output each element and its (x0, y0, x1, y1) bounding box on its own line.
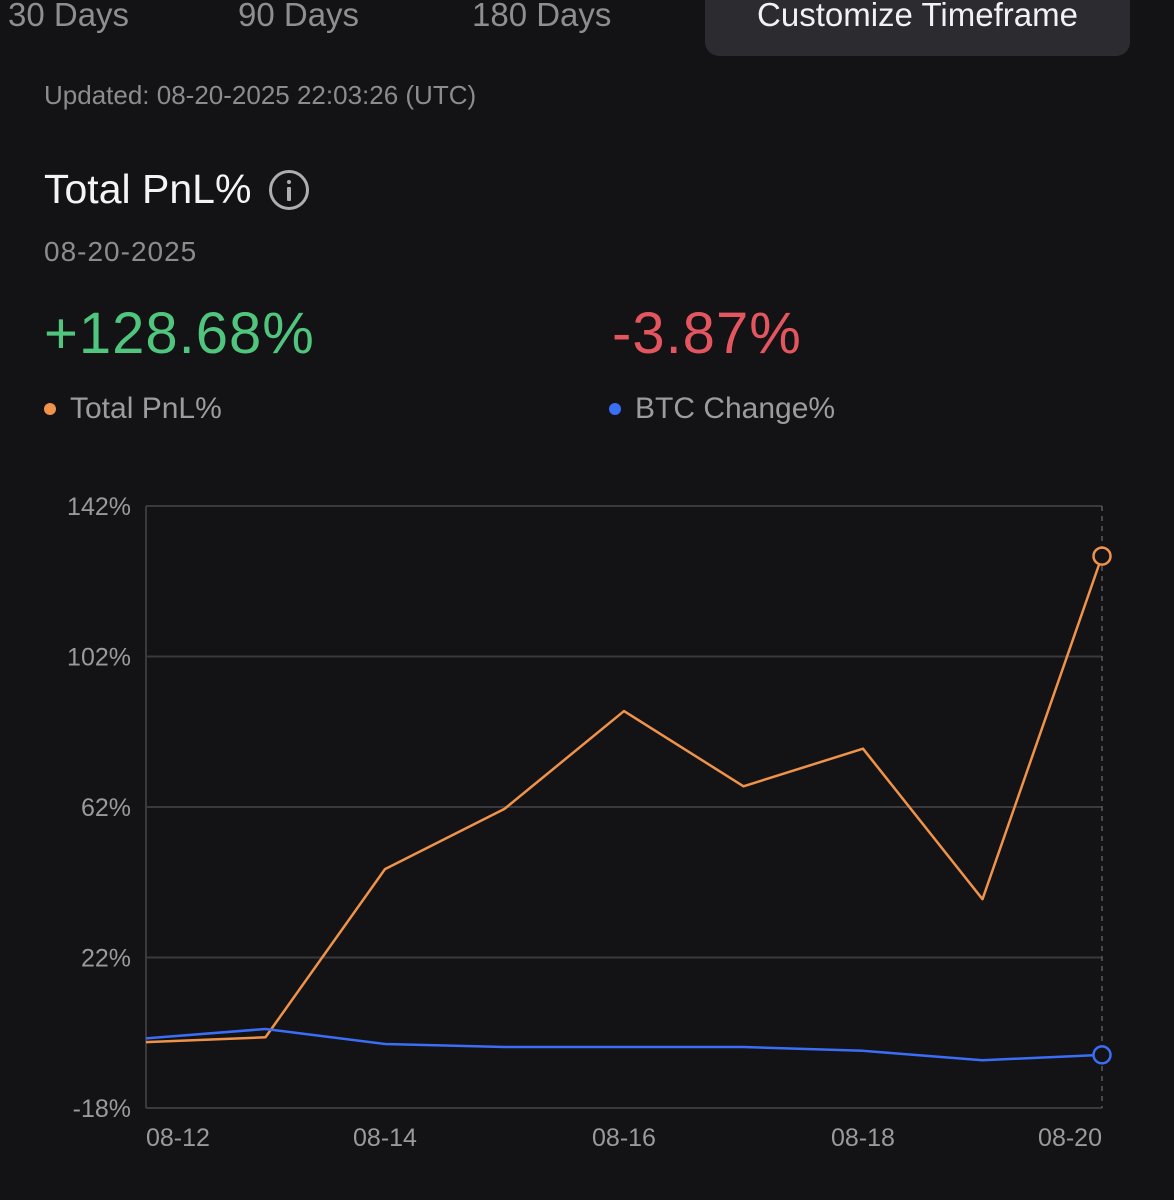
y-tick-label: -18% (73, 1095, 131, 1123)
tab-90-days[interactable]: 90 Days (238, 0, 360, 33)
title-row: Total PnL% (44, 166, 310, 213)
x-tick-label: 08-16 (592, 1124, 656, 1152)
tab-180-days[interactable]: 180 Days (472, 0, 612, 33)
x-tick-label: 08-18 (831, 1124, 895, 1152)
tab-30-days[interactable]: 30 Days (8, 0, 130, 33)
total-pnl-end-marker (1092, 546, 1112, 566)
y-tick-label: 142% (67, 493, 131, 521)
btc-change-value: -3.87% (612, 301, 802, 366)
timeframe-tabs: 30 Days 90 Days 180 Days Customize Timef… (0, 0, 1174, 56)
y-tick-label: 62% (81, 794, 131, 822)
y-tick-label: 22% (81, 945, 131, 973)
legend-dot-pnl (44, 403, 56, 415)
btc-change-line (145, 1027, 1103, 1062)
tab-customize-timeframe[interactable]: Customize Timeframe (705, 0, 1130, 56)
legend-total-pnl: Total PnL% (44, 392, 222, 426)
total-pnl-line (145, 555, 1104, 1044)
selected-date: 08-20-2025 (44, 236, 198, 267)
x-tick-label: 08-20 (1038, 1124, 1102, 1152)
legend-btc-change: BTC Change% (609, 392, 835, 426)
btc-change-end-marker (1092, 1045, 1112, 1065)
x-tick-label: 08-12 (146, 1124, 210, 1152)
page-title: Total PnL% (44, 166, 252, 212)
y-tick-label: 102% (67, 644, 131, 672)
legend-dot-btc (609, 403, 621, 415)
x-tick-label: 08-14 (353, 1124, 417, 1152)
legend-total-pnl-label: Total PnL% (70, 392, 222, 425)
legend-btc-change-label: BTC Change% (635, 392, 836, 425)
updated-timestamp: Updated: 08-20-2025 22:03:26 (UTC) (44, 80, 477, 110)
info-icon[interactable] (269, 169, 310, 210)
total-pnl-value: +128.68% (44, 301, 315, 366)
